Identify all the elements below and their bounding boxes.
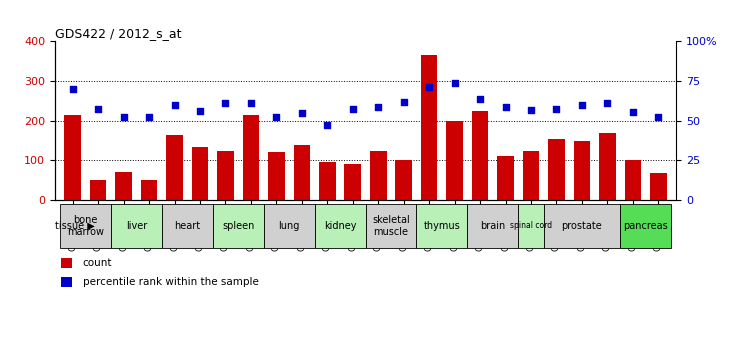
Bar bbox=[319, 162, 336, 200]
Bar bbox=[620, 204, 671, 248]
Point bbox=[194, 108, 206, 114]
Point bbox=[500, 104, 512, 110]
Point bbox=[550, 106, 562, 111]
Bar bbox=[370, 150, 387, 200]
Bar bbox=[518, 204, 544, 248]
Text: liver: liver bbox=[126, 221, 147, 231]
Bar bbox=[268, 152, 284, 200]
Text: tissue ▶: tissue ▶ bbox=[55, 221, 95, 231]
Bar bbox=[467, 204, 518, 248]
Point bbox=[118, 114, 129, 119]
Point bbox=[602, 100, 613, 106]
Bar bbox=[264, 204, 314, 248]
Bar bbox=[544, 204, 620, 248]
Bar bbox=[471, 111, 488, 200]
Text: lung: lung bbox=[279, 221, 300, 231]
Bar bbox=[447, 121, 463, 200]
Text: spinal cord: spinal cord bbox=[510, 221, 552, 230]
Bar bbox=[192, 147, 208, 200]
Bar bbox=[162, 204, 213, 248]
Point bbox=[372, 104, 384, 110]
Point bbox=[474, 96, 486, 102]
Text: count: count bbox=[83, 258, 113, 268]
Bar bbox=[115, 172, 132, 200]
Bar bbox=[421, 55, 437, 200]
Bar bbox=[166, 135, 183, 200]
Text: skeletal
muscle: skeletal muscle bbox=[372, 215, 410, 237]
Bar bbox=[90, 180, 107, 200]
Point bbox=[525, 107, 537, 112]
Bar bbox=[294, 145, 310, 200]
Bar bbox=[417, 204, 467, 248]
Bar bbox=[548, 139, 565, 200]
Bar bbox=[217, 150, 234, 200]
Bar bbox=[497, 156, 514, 200]
Bar bbox=[599, 132, 616, 200]
Bar bbox=[366, 204, 417, 248]
Bar bbox=[64, 115, 81, 200]
Point bbox=[245, 100, 257, 106]
Point bbox=[67, 86, 78, 92]
Text: pancreas: pancreas bbox=[624, 221, 668, 231]
Bar bbox=[523, 150, 539, 200]
Bar bbox=[60, 204, 111, 248]
Point bbox=[347, 106, 359, 111]
Text: GDS422 / 2012_s_at: GDS422 / 2012_s_at bbox=[55, 27, 181, 40]
Bar bbox=[111, 204, 162, 248]
Bar bbox=[213, 204, 264, 248]
Text: thymus: thymus bbox=[423, 221, 461, 231]
Point bbox=[219, 100, 231, 106]
Text: spleen: spleen bbox=[222, 221, 254, 231]
Text: percentile rank within the sample: percentile rank within the sample bbox=[83, 277, 259, 287]
Bar bbox=[344, 164, 361, 200]
Text: kidney: kidney bbox=[324, 221, 356, 231]
Point bbox=[398, 99, 409, 105]
Point bbox=[576, 102, 588, 108]
Text: heart: heart bbox=[174, 221, 200, 231]
Point bbox=[296, 110, 308, 116]
Bar bbox=[243, 115, 260, 200]
Bar bbox=[624, 160, 641, 200]
Point bbox=[449, 80, 461, 86]
Bar bbox=[314, 204, 366, 248]
Point bbox=[627, 109, 639, 115]
Point bbox=[92, 106, 104, 111]
Point bbox=[653, 114, 664, 119]
Bar bbox=[650, 173, 667, 200]
Point bbox=[270, 114, 282, 119]
Point bbox=[143, 114, 155, 119]
Bar bbox=[61, 277, 72, 287]
Point bbox=[169, 102, 181, 108]
Bar bbox=[61, 258, 72, 268]
Text: prostate: prostate bbox=[561, 221, 602, 231]
Bar bbox=[574, 141, 590, 200]
Point bbox=[423, 84, 435, 90]
Bar bbox=[141, 180, 157, 200]
Bar bbox=[395, 160, 412, 200]
Point bbox=[322, 122, 333, 127]
Text: bone
marrow: bone marrow bbox=[67, 215, 104, 237]
Text: brain: brain bbox=[480, 221, 505, 231]
